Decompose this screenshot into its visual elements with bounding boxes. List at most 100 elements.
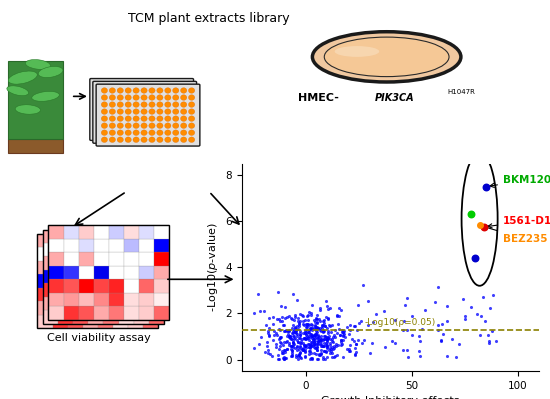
Ellipse shape: [103, 89, 109, 95]
Ellipse shape: [135, 124, 141, 130]
Point: [301, 336, 310, 343]
Point: [300, 330, 309, 336]
Point: [262, 339, 271, 345]
Point: [326, 340, 334, 347]
Point: [295, 329, 304, 336]
Bar: [58, 229, 73, 243]
Point: [313, 347, 322, 354]
Point: [308, 343, 317, 349]
Bar: [64, 266, 79, 279]
Point: [282, 339, 291, 345]
Bar: [109, 279, 124, 292]
Bar: [134, 257, 149, 270]
Point: [292, 323, 301, 329]
Point: [254, 341, 263, 347]
Point: [295, 320, 304, 327]
Point: [324, 333, 333, 340]
Ellipse shape: [158, 96, 164, 102]
Point: [320, 340, 329, 346]
Bar: [134, 243, 149, 257]
Point: [301, 320, 310, 327]
Bar: [68, 234, 83, 247]
Point: [488, 327, 497, 334]
Point: [330, 332, 339, 338]
Point: [303, 317, 312, 324]
Point: [303, 344, 312, 350]
Point: [320, 317, 328, 323]
Point: [482, 184, 491, 190]
Point: [291, 354, 300, 360]
Bar: [124, 252, 139, 266]
Ellipse shape: [106, 120, 112, 126]
Ellipse shape: [189, 130, 195, 136]
Bar: [83, 234, 98, 247]
Point: [337, 342, 345, 349]
Bar: [124, 239, 139, 252]
Point: [358, 340, 366, 346]
Point: [314, 338, 322, 344]
Ellipse shape: [173, 130, 179, 136]
Point: [350, 344, 359, 351]
Ellipse shape: [95, 96, 101, 102]
Ellipse shape: [149, 95, 155, 100]
Point: [319, 348, 328, 354]
Point: [321, 322, 329, 329]
Point: [265, 325, 273, 332]
Point: [305, 344, 314, 350]
Point: [436, 338, 445, 344]
Ellipse shape: [111, 110, 117, 116]
Ellipse shape: [142, 117, 149, 123]
Ellipse shape: [109, 95, 116, 100]
Ellipse shape: [169, 113, 175, 119]
Ellipse shape: [133, 95, 139, 100]
Ellipse shape: [185, 99, 191, 105]
Bar: [154, 306, 169, 320]
Ellipse shape: [174, 117, 180, 123]
Point: [318, 325, 327, 332]
Point: [302, 332, 311, 339]
Point: [293, 296, 301, 303]
Bar: [58, 297, 73, 310]
Point: [307, 332, 316, 339]
Ellipse shape: [101, 109, 108, 115]
Point: [338, 329, 346, 336]
Ellipse shape: [119, 131, 125, 137]
Ellipse shape: [133, 130, 139, 136]
Point: [312, 344, 321, 350]
Point: [338, 329, 347, 335]
Point: [431, 299, 440, 305]
Bar: [53, 288, 68, 301]
Bar: [113, 234, 128, 247]
Point: [354, 336, 362, 343]
Bar: [53, 274, 68, 288]
Ellipse shape: [161, 85, 168, 91]
Point: [334, 326, 343, 332]
Point: [326, 328, 335, 335]
Point: [323, 330, 332, 336]
Point: [301, 328, 310, 334]
Ellipse shape: [141, 123, 147, 128]
Ellipse shape: [119, 89, 125, 95]
Point: [306, 326, 315, 332]
Bar: [124, 292, 139, 306]
Ellipse shape: [103, 82, 109, 88]
Point: [298, 346, 306, 352]
Point: [480, 224, 488, 230]
Point: [466, 304, 475, 310]
Point: [301, 348, 310, 355]
Point: [302, 324, 311, 330]
Point: [311, 332, 320, 338]
Point: [293, 337, 301, 344]
Point: [310, 322, 319, 329]
Point: [283, 333, 292, 340]
Ellipse shape: [312, 32, 461, 82]
Ellipse shape: [114, 99, 120, 105]
Bar: [8, 61, 63, 140]
Ellipse shape: [117, 95, 123, 100]
Ellipse shape: [157, 102, 163, 107]
Bar: [64, 252, 79, 266]
Point: [304, 335, 313, 341]
Bar: [37, 288, 53, 301]
Bar: [109, 292, 124, 306]
Point: [307, 355, 316, 361]
